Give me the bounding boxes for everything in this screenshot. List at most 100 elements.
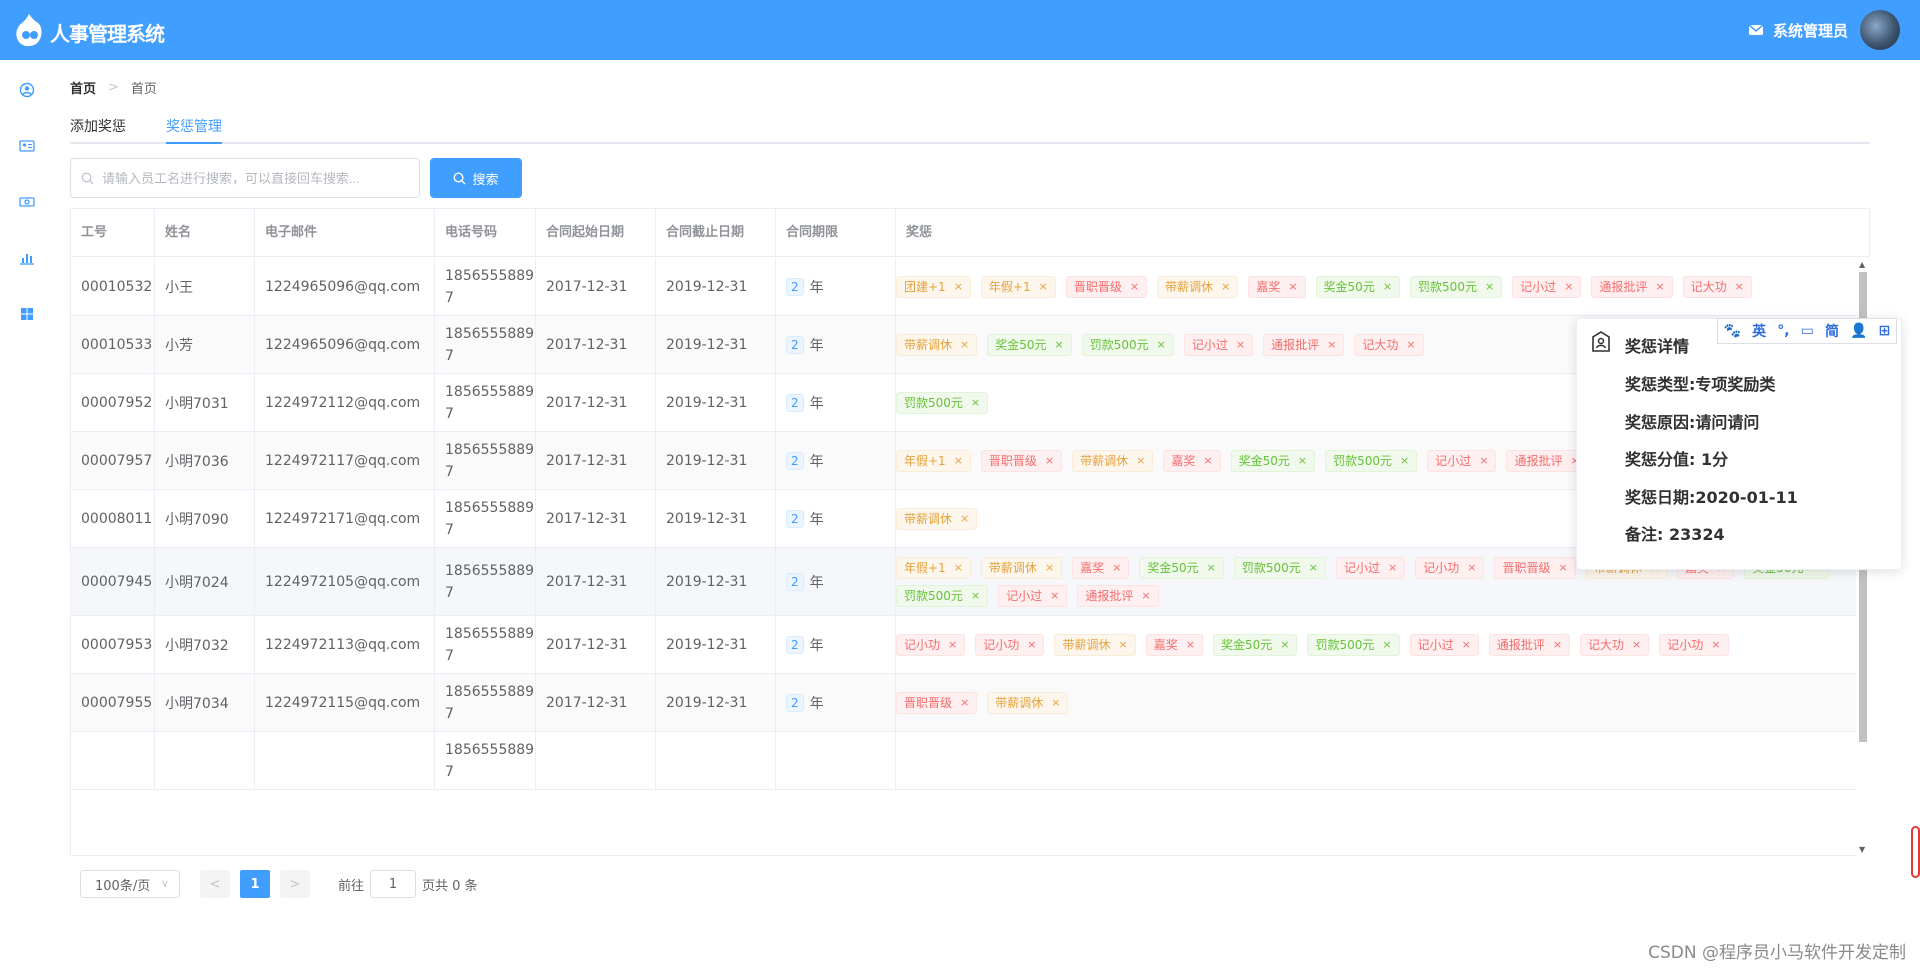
reward-tag[interactable]: 带薪调休 × bbox=[987, 691, 1069, 714]
user-icon[interactable]: 👤 bbox=[1850, 323, 1868, 339]
paw-icon[interactable]: 🐾 bbox=[1723, 323, 1741, 339]
reward-tag[interactable]: 通报批评 × bbox=[1263, 333, 1345, 356]
reward-tag[interactable]: 年假+1 × bbox=[896, 449, 971, 472]
mail-icon[interactable] bbox=[1748, 25, 1763, 35]
reward-tag[interactable]: 嘉奖 × bbox=[1163, 449, 1221, 472]
reward-tag[interactable]: 嘉奖 × bbox=[1072, 556, 1130, 579]
close-icon[interactable]: × bbox=[1571, 454, 1580, 467]
close-icon[interactable]: × bbox=[1711, 638, 1721, 651]
reward-tag[interactable]: 记小过 × bbox=[1409, 633, 1479, 656]
close-icon[interactable]: × bbox=[960, 696, 970, 709]
close-icon[interactable]: × bbox=[1558, 561, 1568, 574]
reward-tag[interactable]: 带薪调休 × bbox=[980, 556, 1063, 579]
table-row[interactable]: 00007953 小明7032 1224972113@qq.com 185655588… bbox=[71, 616, 1857, 674]
close-icon[interactable]: × bbox=[1203, 454, 1213, 467]
reward-tag[interactable]: 罚款500元 × bbox=[896, 391, 989, 414]
close-icon[interactable]: × bbox=[1027, 638, 1037, 651]
next-page-button[interactable]: > bbox=[280, 870, 310, 898]
reward-tag[interactable]: 罚款500元 × bbox=[1307, 633, 1400, 656]
close-icon[interactable]: × bbox=[1297, 454, 1308, 467]
table-row[interactable]: 00007957 小明7036 1224972117@qq.com 185655588… bbox=[71, 432, 1857, 490]
reward-tag[interactable]: 晋职晋级 × bbox=[1494, 556, 1576, 579]
close-icon[interactable]: × bbox=[1564, 280, 1574, 293]
reward-tag[interactable]: 记小过 × bbox=[998, 584, 1068, 607]
close-icon[interactable]: × bbox=[1388, 561, 1398, 574]
reward-tag[interactable]: 带薪调休 × bbox=[1157, 275, 1239, 298]
close-icon[interactable]: × bbox=[1044, 561, 1055, 574]
close-icon[interactable]: × bbox=[1051, 696, 1061, 709]
reward-tag[interactable]: 通报批评 × bbox=[1077, 584, 1159, 607]
reward-tag[interactable]: 通报批评 × bbox=[1506, 449, 1588, 472]
reward-tag[interactable]: 记小过 × bbox=[1427, 449, 1497, 472]
close-icon[interactable]: × bbox=[1734, 280, 1744, 293]
close-icon[interactable]: × bbox=[1327, 338, 1337, 351]
reward-tag[interactable]: 记小过 × bbox=[1512, 275, 1582, 298]
reward-tag[interactable]: 奖金50元 × bbox=[1139, 556, 1224, 579]
close-icon[interactable]: × bbox=[1185, 638, 1195, 651]
close-icon[interactable]: × bbox=[1129, 280, 1140, 293]
bar-chart-icon[interactable] bbox=[19, 250, 35, 266]
search-button[interactable]: 搜索 bbox=[430, 158, 522, 198]
grid-icon[interactable]: ⊞ bbox=[1878, 323, 1891, 339]
reward-tag[interactable]: 带薪调休 × bbox=[896, 507, 978, 530]
reward-tag[interactable]: 晋职晋级 × bbox=[980, 449, 1063, 472]
close-icon[interactable]: × bbox=[970, 396, 981, 409]
close-icon[interactable]: × bbox=[1479, 454, 1489, 467]
close-icon[interactable]: × bbox=[1382, 638, 1392, 651]
tab-reward-management[interactable]: 奖惩管理 bbox=[166, 119, 222, 135]
id-card-icon[interactable] bbox=[19, 138, 35, 154]
tab-add-reward[interactable]: 添加奖惩 bbox=[70, 119, 126, 135]
table-row[interactable]: 00007952 小明7031 1224972112@qq.com 185655588… bbox=[71, 374, 1857, 432]
reward-tag[interactable]: 团建+1 × bbox=[896, 275, 971, 298]
money-icon[interactable] bbox=[19, 194, 35, 210]
close-icon[interactable]: × bbox=[1050, 589, 1060, 602]
close-icon[interactable]: × bbox=[953, 454, 963, 467]
close-icon[interactable]: × bbox=[1484, 280, 1495, 293]
table-row[interactable]: 00008011 小明7090 1224972171@qq.com 185655588… bbox=[71, 490, 1857, 548]
reward-tag[interactable]: 记小功 × bbox=[1415, 556, 1485, 579]
close-icon[interactable]: × bbox=[1288, 280, 1298, 293]
close-icon[interactable]: × bbox=[1044, 454, 1055, 467]
close-icon[interactable]: × bbox=[1280, 638, 1290, 651]
user-circle-icon[interactable] bbox=[19, 82, 35, 98]
close-icon[interactable]: × bbox=[1221, 280, 1231, 293]
punctuation-icon[interactable]: °, bbox=[1777, 323, 1790, 339]
reward-tag[interactable]: 年假+1 × bbox=[980, 275, 1056, 298]
search-input[interactable] bbox=[102, 170, 402, 186]
reward-tag[interactable]: 嘉奖 × bbox=[1248, 275, 1306, 298]
close-icon[interactable]: × bbox=[960, 512, 970, 525]
reward-tag[interactable]: 奖金50元 × bbox=[1230, 449, 1316, 472]
close-icon[interactable]: × bbox=[1156, 338, 1166, 351]
goto-page-input[interactable]: 1 bbox=[370, 870, 417, 898]
reward-tag[interactable]: 奖金50元 × bbox=[1315, 275, 1401, 298]
search-field[interactable] bbox=[70, 158, 420, 198]
close-icon[interactable]: × bbox=[1400, 454, 1410, 467]
close-icon[interactable]: × bbox=[953, 280, 963, 293]
close-icon[interactable]: × bbox=[1406, 338, 1416, 351]
close-icon[interactable]: × bbox=[1038, 280, 1048, 293]
close-icon[interactable]: × bbox=[1141, 589, 1151, 602]
reward-tag[interactable]: 奖金50元 × bbox=[1212, 633, 1298, 656]
reward-tag[interactable]: 年假+1 × bbox=[896, 556, 971, 579]
breadcrumb-home[interactable]: 首页 bbox=[70, 82, 97, 97]
close-icon[interactable]: × bbox=[1136, 454, 1146, 467]
scroll-down-arrow-icon[interactable]: ▼ bbox=[1859, 845, 1866, 854]
close-icon[interactable]: × bbox=[1382, 280, 1393, 293]
table-row[interactable]: 00007955 小明7034 1224972115@qq.com 185655588… bbox=[71, 674, 1857, 732]
reward-tag[interactable]: 记大功 × bbox=[1580, 633, 1650, 656]
close-icon[interactable]: × bbox=[1112, 561, 1122, 574]
close-icon[interactable]: × bbox=[1632, 638, 1642, 651]
table-row[interactable]: 00010532 小王 1224965096@qq.com 18565558897 20… bbox=[71, 258, 1857, 316]
reward-tag[interactable]: 罚款500元 × bbox=[1081, 333, 1174, 356]
close-icon[interactable]: × bbox=[1054, 338, 1064, 351]
close-icon[interactable]: × bbox=[960, 338, 970, 351]
reward-tag[interactable]: 奖金50元 × bbox=[987, 333, 1072, 356]
reward-tag[interactable]: 罚款500元 × bbox=[1233, 556, 1327, 579]
reward-tag[interactable]: 嘉奖 × bbox=[1145, 633, 1203, 656]
reward-tag[interactable]: 通报批评 × bbox=[1488, 633, 1571, 656]
close-icon[interactable]: × bbox=[1235, 338, 1246, 351]
close-icon[interactable]: × bbox=[948, 638, 958, 651]
reward-tag[interactable]: 带薪调休 × bbox=[1072, 449, 1154, 472]
table-row[interactable]: 18565558897 bbox=[71, 732, 1857, 790]
ime-simplified-toggle[interactable]: 简 bbox=[1824, 324, 1839, 340]
